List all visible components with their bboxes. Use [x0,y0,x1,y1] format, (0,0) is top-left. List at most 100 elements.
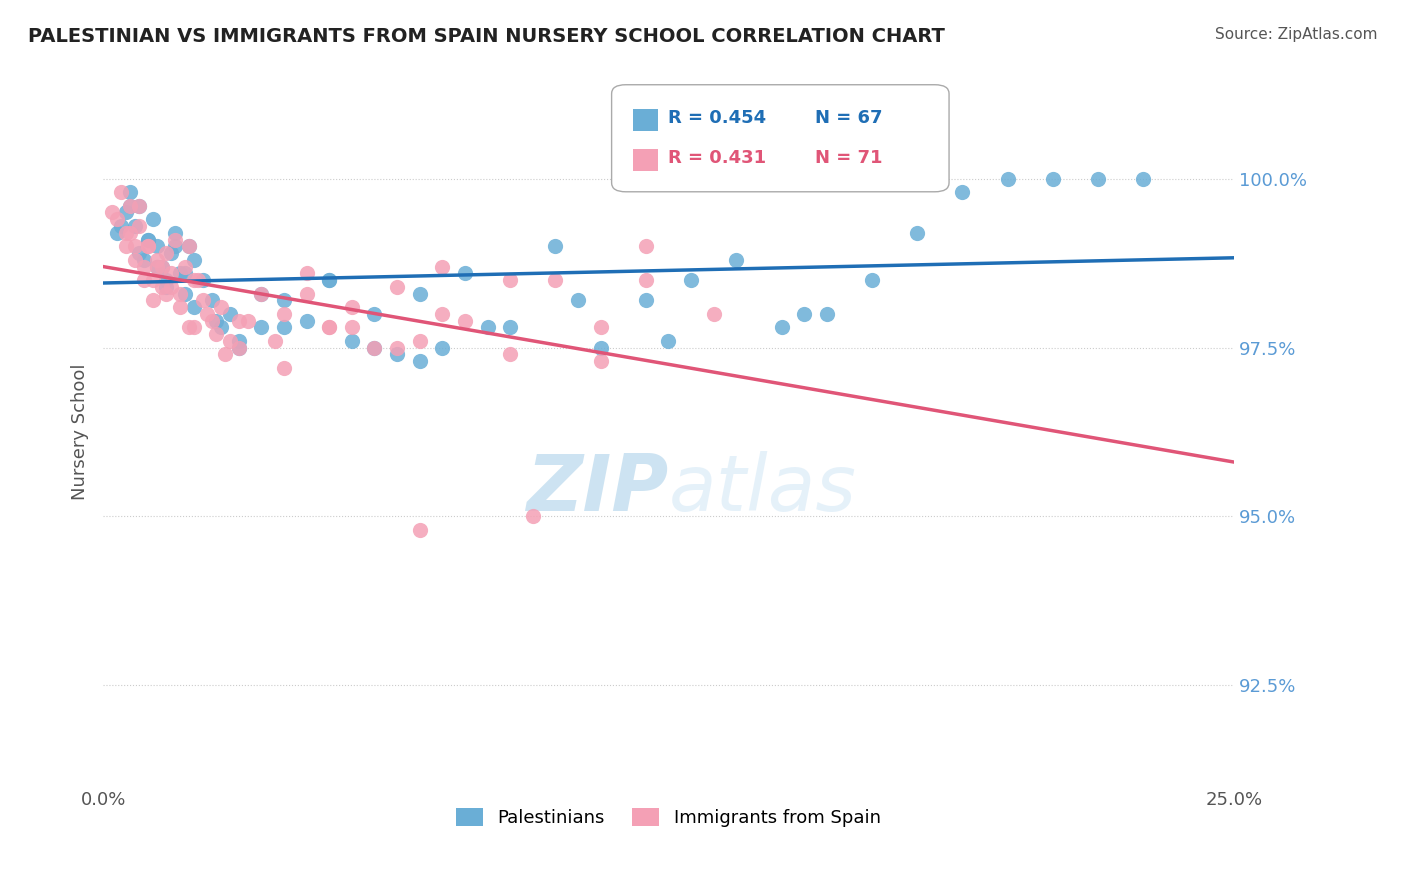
Point [165,226,187,240]
Point [191,273,214,287]
Point [340,300,363,314]
Point [997,171,1019,186]
Point [114,226,136,240]
Point [146,260,169,274]
Point [522,509,544,524]
Point [183,252,205,267]
Point [177,239,200,253]
Point [183,300,205,314]
Point [250,286,273,301]
Point [634,293,657,308]
Point [499,273,522,287]
Point [177,320,200,334]
Point [218,307,240,321]
Point [589,320,612,334]
Point [195,307,218,321]
Point [165,233,187,247]
Point [815,307,838,321]
Point [205,326,228,341]
Point [155,273,177,287]
Point [105,212,128,227]
Point [209,320,232,334]
Point [236,313,259,327]
Point [318,273,340,287]
Point [138,239,160,253]
Point [477,320,499,334]
Point [385,347,408,361]
Point [120,226,142,240]
Point [385,279,408,293]
Point [160,266,183,280]
Point [138,233,160,247]
Point [409,354,432,368]
Point [499,320,522,334]
Point [214,347,236,361]
Point [209,300,232,314]
Point [499,347,522,361]
Point [105,226,128,240]
Point [169,286,191,301]
Point [142,293,165,308]
Point [114,239,136,253]
Point [228,313,250,327]
Point [228,341,250,355]
Point [1132,171,1154,186]
Point [952,186,974,200]
Point [160,246,183,260]
Point [169,300,191,314]
Point [228,334,250,348]
Point [250,320,273,334]
Point [110,219,132,233]
Point [146,260,169,274]
Point [183,273,205,287]
Point [124,252,146,267]
Point [273,320,295,334]
Point [409,334,432,348]
Point [155,286,177,301]
Point [124,219,146,233]
Point [363,341,385,355]
Point [860,273,883,287]
Point [385,341,408,355]
Point [165,239,187,253]
Point [173,286,195,301]
Point [124,239,146,253]
Point [114,205,136,219]
Point [793,307,815,321]
Point [142,212,165,227]
Point [250,286,273,301]
Y-axis label: Nursery School: Nursery School [72,364,89,500]
Point [905,226,928,240]
Text: ZIP: ZIP [526,450,668,526]
Point [205,313,228,327]
Point [183,320,205,334]
Point [544,273,567,287]
Point [120,199,142,213]
Point [295,286,318,301]
Point [340,320,363,334]
Point [318,320,340,334]
Point [1042,171,1064,186]
Point [634,239,657,253]
Point [589,341,612,355]
Text: atlas: atlas [668,450,856,526]
Point [150,260,173,274]
Point [567,293,589,308]
Point [454,313,477,327]
Point [173,260,195,274]
Text: N = 71: N = 71 [815,149,883,167]
Point [191,293,214,308]
Point [128,246,150,260]
Point [634,273,657,287]
Point [363,307,385,321]
Text: R = 0.431: R = 0.431 [668,149,766,167]
Point [544,239,567,253]
Point [454,266,477,280]
Point [110,186,132,200]
Point [409,523,432,537]
Point [318,273,340,287]
Point [409,286,432,301]
Point [128,199,150,213]
Point [155,246,177,260]
Point [150,279,173,293]
